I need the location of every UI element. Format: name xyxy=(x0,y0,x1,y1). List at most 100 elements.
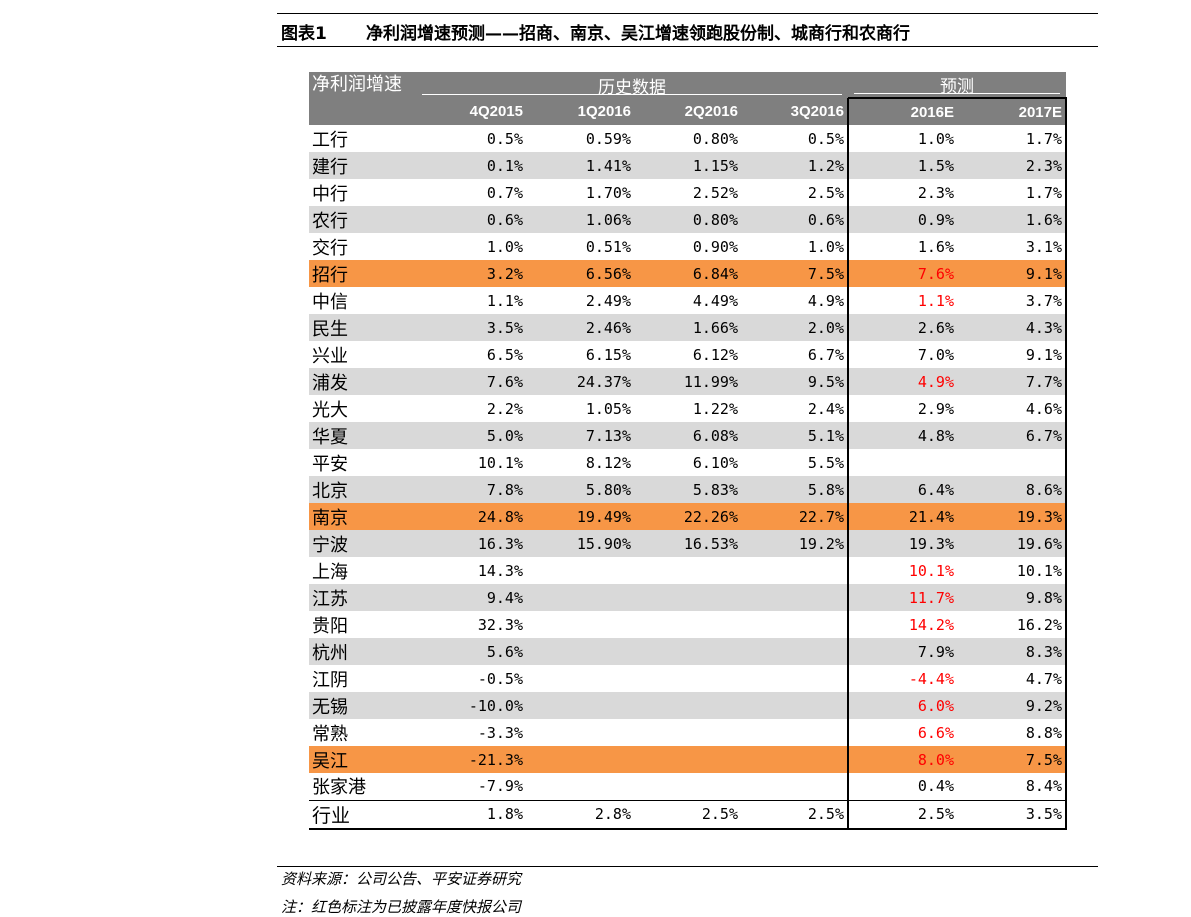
value-cell: 6.7% xyxy=(807,345,844,364)
header-row-columns: 4Q2015 1Q2016 2Q2016 3Q2016 2016E 2017E xyxy=(309,97,1067,125)
value-cell: 1.1% xyxy=(486,291,523,310)
value-cell: 19.3% xyxy=(957,503,1067,530)
total-value-cell: 2.8% xyxy=(526,799,634,830)
value-cell: 6.12% xyxy=(692,345,738,364)
value-cell: 8.0% xyxy=(847,746,957,773)
value-cell: 5.83% xyxy=(634,476,741,503)
value-cell: 8.12% xyxy=(585,453,631,472)
total-value-cell: 3.5% xyxy=(957,799,1067,830)
figure-title: 净利润增速预测——招商、南京、吴江增速领跑股份制、城商行和农商行 xyxy=(366,24,910,44)
value-cell: 0.80% xyxy=(634,206,741,233)
value-cell: 7.5% xyxy=(741,260,848,287)
value-cell: 0.7% xyxy=(486,183,523,202)
value-cell: 6.4% xyxy=(847,476,957,503)
value-cell: 6.84% xyxy=(634,260,741,287)
value-cell: 14.3% xyxy=(477,561,523,580)
value-cell: -10.0% xyxy=(416,692,526,719)
table-row: 北京 7.8% 5.80% 5.83% 5.8% 6.4% 8.6% xyxy=(309,476,1067,503)
value-cell: 14.2% xyxy=(847,611,957,638)
value-cell: 0.51% xyxy=(585,237,631,256)
value-cell: 21.4% xyxy=(847,503,957,530)
table-row: 交行 1.0% 0.51% 0.90% 1.0% 1.6% 3.1% xyxy=(309,233,1067,260)
value-cell: 2.3% xyxy=(847,179,957,206)
value-cell: 6.0% xyxy=(847,692,957,719)
value-cell: 5.8% xyxy=(741,476,848,503)
table-row: 江阴 -0.5% -4.4% 4.7% xyxy=(309,665,1067,692)
bank-name: 北京 xyxy=(309,476,416,503)
value-cell: 1.6% xyxy=(847,233,957,260)
value-cell: 1.0% xyxy=(807,237,844,256)
bank-name: 光大 xyxy=(312,399,348,421)
value-cell xyxy=(741,692,848,719)
value-cell: 1.7% xyxy=(957,179,1067,206)
total-value-cell: 2.5% xyxy=(847,799,957,830)
value-cell: 22.7% xyxy=(741,503,848,530)
value-cell xyxy=(741,557,848,584)
table-row: 建行 0.1% 1.41% 1.15% 1.2% 1.5% 2.3% xyxy=(309,152,1067,179)
value-cell: 1.1% xyxy=(847,287,957,314)
bank-name: 招行 xyxy=(309,260,416,287)
corner-label: 净利润增速 xyxy=(309,72,416,125)
table-row: 农行 0.6% 1.06% 0.80% 0.6% 0.9% 1.6% xyxy=(309,206,1067,233)
value-cell xyxy=(526,746,634,773)
bank-name: 交行 xyxy=(312,237,348,259)
value-cell xyxy=(634,665,741,692)
value-cell: 5.6% xyxy=(416,638,526,665)
value-cell: 4.49% xyxy=(692,291,738,310)
value-cell: 5.80% xyxy=(526,476,634,503)
value-cell xyxy=(526,719,634,746)
column-header: 1Q2016 xyxy=(526,98,634,125)
value-cell: 7.8% xyxy=(416,476,526,503)
value-cell: 2.0% xyxy=(741,314,848,341)
value-cell: 0.5% xyxy=(807,129,844,148)
bank-name: 中行 xyxy=(312,183,348,205)
value-cell: 7.0% xyxy=(847,341,957,368)
value-cell xyxy=(741,584,848,611)
value-cell: 0.1% xyxy=(416,152,526,179)
value-cell: 6.6% xyxy=(847,719,957,746)
value-cell: 11.7% xyxy=(847,584,957,611)
value-cell: 0.6% xyxy=(741,206,848,233)
value-cell: 10.1% xyxy=(957,557,1067,584)
value-cell xyxy=(741,638,848,665)
table-row: 常熟 -3.3% 6.6% 8.8% xyxy=(309,719,1067,746)
group-history-label: 历史数据 xyxy=(416,72,848,98)
value-cell: 4.7% xyxy=(957,665,1067,692)
column-header: 2016E xyxy=(847,97,957,125)
value-cell: 1.5% xyxy=(847,152,957,179)
table-row: 招行 3.2% 6.56% 6.84% 7.5% 7.6% 9.1% xyxy=(309,260,1067,287)
bank-name: 杭州 xyxy=(309,638,416,665)
value-cell: 9.8% xyxy=(957,584,1067,611)
value-cell: 16.2% xyxy=(957,611,1067,638)
value-cell: 1.7% xyxy=(957,125,1067,152)
table-row: 中信 1.1% 2.49% 4.49% 4.9% 1.1% 3.7% xyxy=(309,287,1067,314)
value-cell: 1.6% xyxy=(957,206,1067,233)
value-cell: 4.8% xyxy=(847,422,957,449)
bank-name: 常熟 xyxy=(312,723,348,745)
value-cell: 1.0% xyxy=(486,237,523,256)
column-header: 3Q2016 xyxy=(741,98,848,125)
value-cell: 0.6% xyxy=(416,206,526,233)
value-cell: 8.6% xyxy=(957,476,1067,503)
value-cell: 4.9% xyxy=(807,291,844,310)
value-cell: 2.46% xyxy=(526,314,634,341)
bank-name: 民生 xyxy=(309,314,416,341)
value-cell: 22.26% xyxy=(634,503,741,530)
bank-name: 农行 xyxy=(309,206,416,233)
value-cell: 0.9% xyxy=(847,206,957,233)
value-cell: 1.70% xyxy=(585,183,631,202)
value-cell: 1.0% xyxy=(847,125,957,152)
source-text: 资料来源：公司公告、平安证券研究 xyxy=(281,870,522,888)
bank-name: 江苏 xyxy=(309,584,416,611)
value-cell: 0.59% xyxy=(585,129,631,148)
table-row: 华夏 5.0% 7.13% 6.08% 5.1% 4.8% 6.7% xyxy=(309,422,1067,449)
value-cell: 3.2% xyxy=(416,260,526,287)
bank-name: 浦发 xyxy=(309,368,416,395)
table-row: 江苏 9.4% 11.7% 9.8% xyxy=(309,584,1067,611)
table-row: 吴江 -21.3% 8.0% 7.5% xyxy=(309,746,1067,773)
value-cell xyxy=(634,584,741,611)
value-cell: 4.9% xyxy=(847,368,957,395)
value-cell xyxy=(741,773,848,800)
bank-name: 工行 xyxy=(312,129,348,151)
column-header: 2017E xyxy=(957,97,1067,125)
